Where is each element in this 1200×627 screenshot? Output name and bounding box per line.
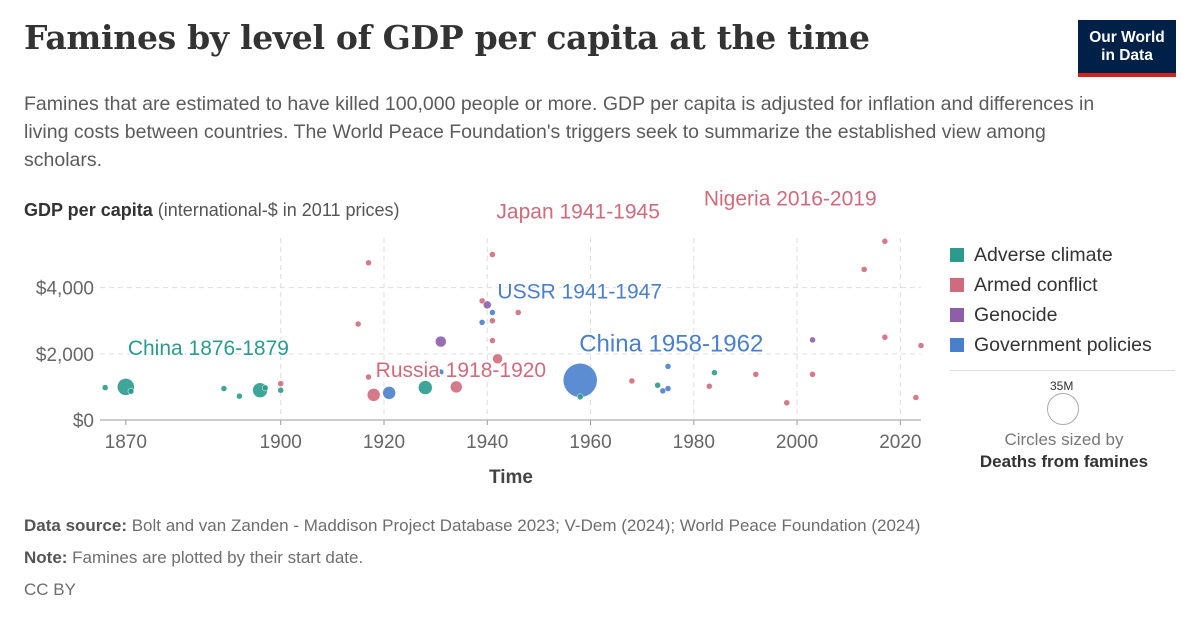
data-point[interactable] bbox=[912, 394, 920, 401]
data-point[interactable] bbox=[354, 320, 362, 328]
data-point[interactable] bbox=[809, 371, 816, 378]
legend-item-government-policies[interactable]: Government policies bbox=[950, 330, 1152, 360]
data-point[interactable] bbox=[365, 373, 372, 381]
data-point[interactable] bbox=[706, 382, 713, 390]
size-legend-circle bbox=[1047, 393, 1079, 425]
legend-swatch bbox=[950, 338, 964, 352]
data-point[interactable] bbox=[365, 259, 372, 267]
data-point[interactable] bbox=[783, 399, 790, 407]
annotation-label: Russia 1918-1920 bbox=[376, 359, 546, 382]
size-legend-value: 35M bbox=[1050, 379, 1074, 393]
y-tick-label: $4,000 bbox=[36, 279, 94, 300]
data-point[interactable] bbox=[483, 300, 492, 310]
data-point[interactable] bbox=[881, 238, 889, 245]
axis-ticks: $0 $2,000 $4,000 1870 1900 1920 1940 1960 1980 20… bbox=[36, 279, 922, 453]
data-point[interactable] bbox=[562, 363, 598, 398]
note-text: Famines are plotted by their start date. bbox=[67, 548, 364, 567]
data-point[interactable] bbox=[664, 363, 672, 370]
annotation-label: China 1958-1962 bbox=[579, 330, 763, 357]
data-point[interactable] bbox=[711, 369, 718, 376]
data-point[interactable] bbox=[418, 380, 433, 395]
data-point[interactable] bbox=[881, 334, 889, 341]
note-label: Note: bbox=[24, 548, 68, 567]
data-point[interactable] bbox=[489, 317, 496, 324]
data-point[interactable] bbox=[450, 380, 463, 394]
annotation-label: USSR 1941-1947 bbox=[497, 280, 662, 303]
annotations: China 1876-1879 Japan 1941-1945 Nigeria 20… bbox=[126, 186, 878, 384]
license[interactable]: CC BY bbox=[24, 580, 76, 599]
owid-logo[interactable]: Our World in Data bbox=[1078, 20, 1176, 77]
chart-note: Note: Famines are plotted by their start… bbox=[24, 548, 363, 568]
scatter-chart: GDP per capita (international-$ in 2011 … bbox=[24, 186, 925, 488]
chart-subtitle: Famines that are estimated to have kille… bbox=[24, 93, 1095, 171]
y-axis-title-rest: (international-$ in 2011 prices) bbox=[153, 200, 400, 220]
legend-label: Adverse climate bbox=[974, 243, 1113, 266]
chart-title: Famines by level of GDP per capita at th… bbox=[24, 18, 870, 57]
logo-line-1: Our World bbox=[1089, 29, 1165, 46]
annotation-label: Japan 1941-1945 bbox=[496, 201, 659, 224]
legend-item-adverse-climate[interactable]: Adverse climate bbox=[950, 240, 1152, 270]
legend-label: Genocide bbox=[974, 303, 1058, 326]
data-point[interactable] bbox=[489, 309, 496, 316]
x-tick-label: 1870 bbox=[105, 432, 147, 453]
x-tick-label: 1920 bbox=[363, 432, 405, 453]
data-point[interactable] bbox=[492, 353, 503, 365]
data-point[interactable] bbox=[917, 342, 925, 349]
legend-swatch bbox=[950, 248, 964, 262]
data-point[interactable] bbox=[236, 392, 243, 400]
y-axis-title-bold: GDP per capita bbox=[24, 200, 154, 220]
data-point[interactable] bbox=[101, 384, 109, 391]
size-legend-caption: Circles sized by Deaths from famines bbox=[950, 429, 1178, 473]
size-legend-caption-line: Circles sized by bbox=[1004, 430, 1124, 449]
data-point[interactable] bbox=[435, 335, 447, 348]
data-source-label: Data source: bbox=[24, 516, 127, 535]
data-point[interactable] bbox=[489, 337, 496, 344]
data-point[interactable] bbox=[478, 319, 486, 326]
logo-line-2: in Data bbox=[1101, 47, 1153, 64]
legend-item-armed-conflict[interactable]: Armed conflict bbox=[950, 270, 1152, 300]
annotation-label: China 1876-1879 bbox=[128, 337, 289, 360]
data-source-text: Bolt and van Zanden - Maddison Project D… bbox=[126, 516, 921, 535]
x-tick-label: 1940 bbox=[466, 432, 508, 453]
grid-lines bbox=[100, 238, 921, 421]
data-point[interactable] bbox=[220, 385, 228, 392]
data-point[interactable] bbox=[489, 251, 496, 258]
x-tick-label: 1960 bbox=[569, 432, 611, 453]
data-point[interactable] bbox=[277, 380, 284, 387]
data-point[interactable] bbox=[437, 368, 445, 376]
y-axis-title: GDP per capita (international-$ in 2011 … bbox=[24, 200, 400, 220]
data-point[interactable] bbox=[654, 382, 661, 389]
y-tick-label: $0 bbox=[73, 411, 94, 432]
x-axis-label: Time bbox=[489, 467, 533, 488]
data-point[interactable] bbox=[809, 336, 816, 344]
x-tick-label: 1980 bbox=[673, 432, 715, 453]
data-source: Data source: Bolt and van Zanden - Maddi… bbox=[24, 516, 920, 536]
x-tick-label: 1900 bbox=[260, 432, 302, 453]
data-point[interactable] bbox=[576, 393, 584, 401]
legend-label: Armed conflict bbox=[974, 273, 1098, 296]
data-point[interactable] bbox=[752, 371, 760, 378]
data-point[interactable] bbox=[514, 309, 522, 316]
legend-label: Government policies bbox=[974, 333, 1152, 356]
legend: Adverse climate Armed conflict Genocide … bbox=[950, 240, 1152, 360]
data-point[interactable] bbox=[277, 386, 284, 394]
data-point[interactable] bbox=[366, 388, 381, 402]
size-legend: 35M Circles sized by Deaths from famines bbox=[950, 370, 1175, 471]
data-point[interactable] bbox=[127, 387, 135, 395]
data-point[interactable] bbox=[664, 385, 672, 392]
legend-swatch bbox=[950, 278, 964, 292]
data-point[interactable] bbox=[478, 297, 486, 305]
data-point[interactable] bbox=[382, 386, 396, 400]
size-legend-caption-bold: Deaths from famines bbox=[979, 452, 1149, 471]
x-tick-label: 2020 bbox=[879, 432, 921, 453]
x-tick-label: 2000 bbox=[776, 432, 818, 453]
data-point[interactable] bbox=[261, 384, 269, 392]
annotation-label: Nigeria 2016-2019 bbox=[704, 187, 877, 210]
legend-item-genocide[interactable]: Genocide bbox=[950, 300, 1152, 330]
data-point[interactable] bbox=[628, 377, 636, 385]
y-tick-label: $2,000 bbox=[36, 345, 94, 366]
legend-swatch bbox=[950, 308, 964, 322]
data-point[interactable] bbox=[860, 266, 868, 273]
data-points bbox=[101, 238, 925, 407]
